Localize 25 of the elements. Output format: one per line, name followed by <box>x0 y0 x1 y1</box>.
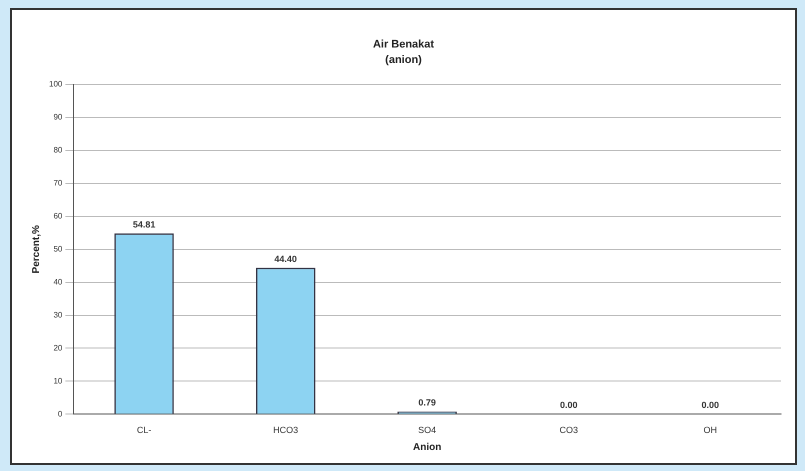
data-label: 44.40 <box>274 254 297 264</box>
y-tick-label: 0 <box>58 409 63 418</box>
y-tick-label: 10 <box>53 376 63 386</box>
y-tick-label: 40 <box>53 277 63 286</box>
y-tick-label: 70 <box>53 178 63 188</box>
data-label: 0.00 <box>560 400 578 410</box>
x-tick-label: OH <box>703 425 717 436</box>
x-tick-label: SO4 <box>418 425 436 436</box>
x-tick-label: HCO3 <box>273 425 298 436</box>
y-tick-label: 100 <box>48 80 63 89</box>
x-axis-title: Anion <box>413 442 442 453</box>
chart-title: Air Benakat <box>372 38 434 51</box>
data-label: 0.79 <box>418 398 436 408</box>
y-tick-label: 80 <box>53 146 63 155</box>
y-tick-label: 60 <box>53 212 63 221</box>
x-tick-label: CO3 <box>559 425 578 436</box>
chart-subtitle: (anion) <box>385 54 422 66</box>
y-axis-title: Percent,% <box>30 225 42 274</box>
y-tick-label: 90 <box>53 112 63 122</box>
data-label: 54.81 <box>132 219 156 230</box>
data-label: 0.00 <box>701 400 719 410</box>
y-tick-label: 20 <box>53 343 63 352</box>
y-tick-label: 30 <box>53 310 63 320</box>
x-tick-label: CL- <box>136 425 152 436</box>
y-tick-label: 50 <box>53 244 63 254</box>
